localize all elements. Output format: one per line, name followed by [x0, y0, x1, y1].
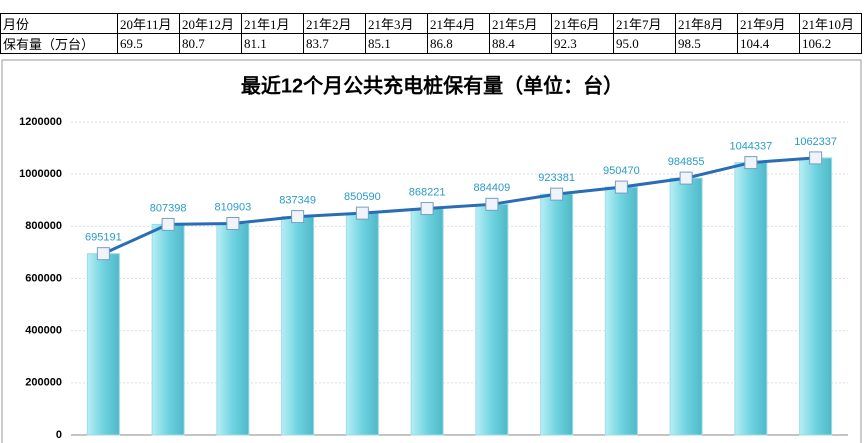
bar	[734, 162, 768, 436]
bar	[151, 223, 185, 436]
data-label: 695191	[85, 232, 122, 244]
table-cell: 92.3	[551, 33, 614, 54]
marker	[96, 247, 110, 261]
bar	[799, 157, 833, 436]
line	[102, 156, 816, 256]
table-cell: 106.2	[799, 33, 862, 54]
y-tick-label: 1000000	[19, 168, 62, 180]
data-label: 923381	[538, 172, 575, 184]
bar	[281, 216, 315, 436]
table-cell: 81.1	[241, 33, 304, 54]
y-tick-label: 200000	[25, 377, 62, 389]
bar	[345, 212, 379, 436]
table-cell: 104.4	[737, 33, 800, 54]
data-label: 1044337	[729, 141, 772, 153]
bar	[540, 193, 574, 436]
marker	[420, 202, 434, 216]
table-cell: 85.1	[365, 33, 428, 54]
data-label: 850590	[344, 191, 381, 203]
table-row: 保有量（万台） 69.5 80.7 81.1 83.7 85.1 86.8 88.4 92.3 9…	[0, 33, 862, 54]
marker	[550, 187, 564, 201]
table-cell: 86.8	[427, 33, 490, 54]
table-cell: 83.7	[303, 33, 366, 54]
marker	[226, 216, 240, 230]
y-tick-label: 0	[56, 429, 62, 441]
y-tick-label: 1200000	[19, 116, 62, 128]
bar	[669, 177, 703, 436]
bar	[604, 186, 638, 436]
y-tick-label: 800000	[25, 220, 62, 232]
data-label: 950470	[603, 165, 640, 177]
marker	[744, 156, 758, 170]
marker	[809, 151, 823, 165]
chart-title: 最近12个月公共充电桩保有量（单位：台）	[241, 73, 623, 97]
bar	[410, 208, 444, 436]
marker	[355, 206, 369, 220]
y-tick-label: 600000	[25, 272, 62, 284]
data-label: 837349	[279, 194, 316, 206]
marker	[291, 210, 305, 224]
marker	[679, 171, 693, 185]
data-label: 868221	[409, 186, 446, 198]
bar	[86, 253, 120, 436]
table-cell: 98.5	[675, 33, 738, 54]
bar	[216, 222, 250, 436]
marker	[614, 180, 628, 194]
table-cell: 21年7月	[613, 13, 676, 34]
table-cell: 21年3月	[365, 13, 428, 34]
table-cell: 保有量（万台）	[0, 33, 118, 54]
table-cell: 69.5	[117, 33, 180, 54]
bar	[475, 203, 509, 436]
table-row: 月份 20年11月 20年12月 21年1月 21年2月 21年3月 21年4月 21年5月 2…	[0, 13, 862, 34]
table-cell: 88.4	[489, 33, 552, 54]
data-label: 810903	[215, 201, 252, 213]
marker	[161, 217, 175, 231]
table-cell: 21年10月	[799, 13, 862, 34]
data-label: 884409	[474, 182, 511, 194]
data-label: 1062337	[794, 136, 837, 148]
y-tick-label: 400000	[25, 325, 62, 337]
data-label: 984855	[668, 156, 705, 168]
table-cell: 80.7	[179, 33, 242, 54]
data-table: 月份 20年11月 20年12月 21年1月 21年2月 21年3月 21年4月 21年5月 2…	[0, 13, 862, 54]
marker	[485, 197, 499, 211]
table-cell: 21年2月	[303, 13, 366, 34]
data-label: 807398	[150, 202, 187, 214]
